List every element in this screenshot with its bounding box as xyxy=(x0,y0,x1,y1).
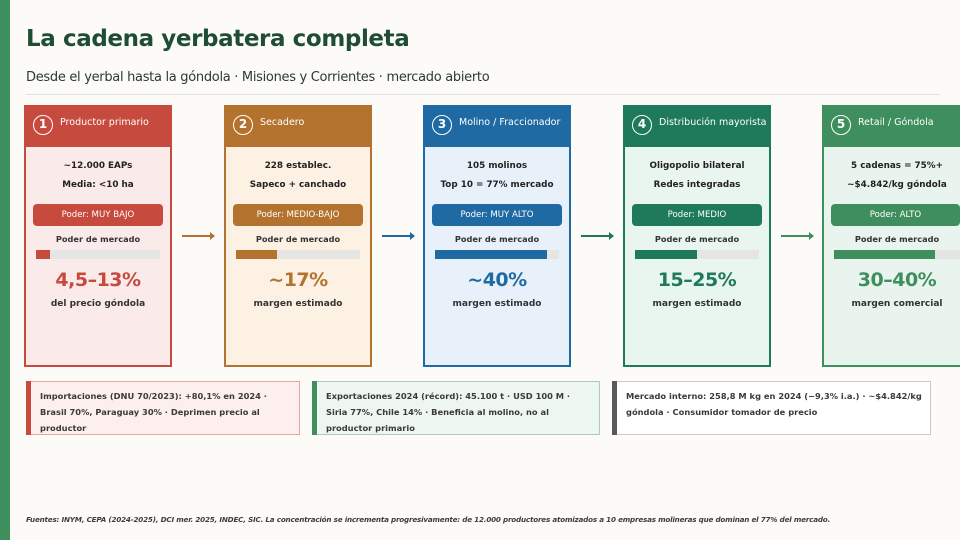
stage-stat-primary: 105 molinos xyxy=(466,161,528,171)
market-power-label: Poder de mercado xyxy=(55,234,141,244)
page-subtitle: Desde el yerbal hasta la góndola · Misio… xyxy=(26,70,490,85)
market-power-label: Poder de mercado xyxy=(654,234,740,244)
power-badge: Poder: MUY BAJO xyxy=(33,204,163,226)
stage-stat-primary: Oligopolio bilateral xyxy=(649,161,745,171)
stage-name: Molino / Fraccionador xyxy=(459,117,561,128)
stage-stat-primary: 228 establec. xyxy=(264,161,332,171)
stage-stat-primary: ~12.000 EAPs xyxy=(63,161,133,171)
page-title: La cadena yerbatera completa xyxy=(26,26,410,52)
margin-share: 30–40% xyxy=(857,269,937,291)
stage-card-secadero: 2 Secadero 228 establec. Sapeco + cancha… xyxy=(224,105,372,367)
flow-arrow-icon xyxy=(382,232,415,240)
note-importaciones: Importaciones (DNU 70/2023): +80,1% en 2… xyxy=(26,381,300,435)
stage-stat-primary: 5 cadenas = 75%+ xyxy=(851,161,943,171)
market-power-label: Poder de mercado xyxy=(255,234,341,244)
flow-arrow-icon xyxy=(781,232,814,240)
note-exportaciones: Exportaciones 2024 (récord): 45.100 t · … xyxy=(312,381,600,435)
stage-name: Productor primario xyxy=(60,117,149,128)
power-badge: Poder: MEDIO-BAJO xyxy=(233,204,363,226)
margin-caption: margen estimado xyxy=(253,299,343,309)
stage-name: Secadero xyxy=(260,117,305,128)
stage-number: 1 xyxy=(33,115,53,135)
stage-card-molino: 3 Molino / Fraccionador 105 molinos Top … xyxy=(423,105,571,367)
stage-card-retail: 5 Retail / Góndola 5 cadenas = 75%+ ~$4.… xyxy=(822,105,960,367)
note-mercado-interno: Mercado interno: 258,8 M kg en 2024 (−9,… xyxy=(612,381,931,435)
stage-header: 3 Molino / Fraccionador xyxy=(425,107,569,147)
flow-arrow-icon xyxy=(581,232,614,240)
stage-header: 5 Retail / Góndola xyxy=(824,107,960,147)
market-power-label: Poder de mercado xyxy=(854,234,940,244)
margin-share: 15–25% xyxy=(657,269,737,291)
margin-share: ~40% xyxy=(467,269,527,291)
divider xyxy=(26,94,940,95)
market-power-bar xyxy=(435,250,559,259)
stage-stat-secondary: Top 10 = 77% mercado xyxy=(440,180,554,190)
flow-arrow-icon xyxy=(182,232,215,240)
left-accent-bar xyxy=(0,0,10,540)
stage-stat-secondary: Redes integradas xyxy=(653,180,741,190)
market-power-bar xyxy=(635,250,759,259)
margin-share: ~17% xyxy=(268,269,328,291)
stage-stat-secondary: ~$4.842/kg góndola xyxy=(847,180,947,190)
stage-header: 2 Secadero xyxy=(226,107,370,147)
power-badge: Poder: MUY ALTO xyxy=(432,204,562,226)
market-power-fill xyxy=(435,250,547,259)
sources-footnote: Fuentes: INYM, CEPA (2024-2025), DCI mer… xyxy=(26,515,831,524)
stage-stat-secondary: Sapeco + canchado xyxy=(249,180,347,190)
market-power-fill xyxy=(36,250,50,259)
market-power-fill xyxy=(635,250,697,259)
power-badge: Poder: MEDIO xyxy=(632,204,762,226)
note-text: Exportaciones 2024 (récord): 45.100 t · … xyxy=(326,391,571,433)
stage-card-productor: 1 Productor primario ~12.000 EAPs Media:… xyxy=(24,105,172,367)
stage-card-distribucion: 4 Distribución mayorista Oligopolio bila… xyxy=(623,105,771,367)
stage-stat-secondary: Media: <10 ha xyxy=(62,180,134,190)
margin-caption: margen comercial xyxy=(851,299,943,309)
stage-header: 4 Distribución mayorista xyxy=(625,107,769,147)
margin-caption: margen estimado xyxy=(452,299,542,309)
stage-header: 1 Productor primario xyxy=(26,107,170,147)
stage-number: 2 xyxy=(233,115,253,135)
note-text: Mercado interno: 258,8 M kg en 2024 (−9,… xyxy=(626,391,922,417)
margin-caption: del precio góndola xyxy=(50,299,146,309)
market-power-label: Poder de mercado xyxy=(454,234,540,244)
market-power-bar xyxy=(236,250,360,259)
stage-number: 3 xyxy=(432,115,452,135)
stage-name: Distribución mayorista xyxy=(659,117,767,128)
market-power-fill xyxy=(834,250,935,259)
market-power-bar xyxy=(834,250,960,259)
stage-number: 5 xyxy=(831,115,851,135)
power-badge: Poder: ALTO xyxy=(831,204,960,226)
market-power-bar xyxy=(36,250,160,259)
note-text: Importaciones (DNU 70/2023): +80,1% en 2… xyxy=(40,391,267,433)
margin-caption: margen estimado xyxy=(652,299,742,309)
stage-name: Retail / Góndola xyxy=(858,117,934,128)
market-power-fill xyxy=(236,250,277,259)
margin-share: 4,5–13% xyxy=(55,269,141,291)
stage-number: 4 xyxy=(632,115,652,135)
